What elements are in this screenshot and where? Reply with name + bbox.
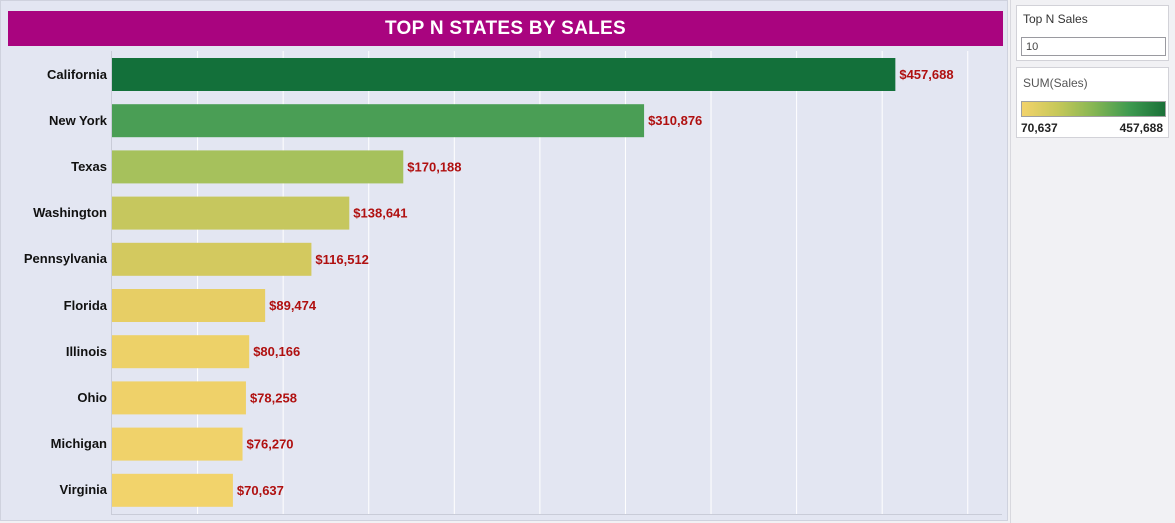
category-label: New York bbox=[48, 112, 107, 128]
plot-area: $457,688 $310,876 $170,188 $138,641 $116,512… bbox=[24, 51, 1002, 515]
value-label: $116,512 bbox=[315, 252, 369, 267]
value-label: $138,641 bbox=[353, 206, 407, 221]
legend-title: SUM(Sales) bbox=[1023, 76, 1088, 90]
legend-min-label: 70,637 bbox=[1021, 121, 1058, 135]
chart-title: TOP N STATES BY SALES bbox=[8, 11, 1003, 46]
category-label: Michigan bbox=[50, 436, 107, 452]
category-label: Florida bbox=[63, 297, 107, 313]
value-label: $76,270 bbox=[247, 437, 294, 452]
category-label: California bbox=[47, 66, 107, 82]
top-n-input[interactable] bbox=[1021, 37, 1166, 56]
bar-illinois[interactable] bbox=[112, 335, 250, 369]
bar-pennsylvania[interactable] bbox=[112, 242, 312, 276]
category-label: Illinois bbox=[65, 343, 107, 359]
legend-gradient bbox=[1021, 101, 1166, 117]
top-n-parameter-card: Top N Sales bbox=[1016, 5, 1169, 61]
bar-new-york[interactable] bbox=[112, 104, 645, 138]
dashboard: TOP N STATES BY SALES $457,688 $310,876 $1… bbox=[0, 0, 1008, 521]
value-label: $457,688 bbox=[899, 67, 953, 82]
parameter-label: Top N Sales bbox=[1023, 12, 1088, 26]
bar-california[interactable] bbox=[112, 58, 896, 91]
color-legend: SUM(Sales) 70,637 457,688 bbox=[1016, 67, 1169, 138]
legend-max-label: 457,688 bbox=[1119, 121, 1163, 135]
value-label: $310,876 bbox=[648, 113, 702, 128]
value-label: $70,637 bbox=[237, 483, 284, 498]
bar-virginia[interactable] bbox=[112, 473, 233, 507]
bar-chart: $457,688 $310,876 $170,188 $138,641 $116,512… bbox=[112, 51, 969, 514]
category-label: Virginia bbox=[59, 482, 107, 498]
value-label: $80,166 bbox=[253, 344, 300, 359]
category-label: Washington bbox=[33, 205, 107, 221]
category-label: Texas bbox=[71, 158, 107, 174]
side-panel: Top N Sales SUM(Sales) 70,637 457,688 bbox=[1010, 0, 1175, 523]
bar-ohio[interactable] bbox=[112, 381, 246, 415]
bar-michigan[interactable] bbox=[112, 427, 243, 461]
value-label: $78,258 bbox=[250, 390, 297, 405]
bar-texas[interactable] bbox=[112, 150, 404, 184]
bar-florida[interactable] bbox=[112, 289, 266, 322]
category-label: Ohio bbox=[77, 389, 107, 405]
bar-washington[interactable] bbox=[112, 196, 350, 230]
value-label: $170,188 bbox=[407, 159, 461, 174]
value-label: $89,474 bbox=[269, 298, 317, 313]
category-label: Pennsylvania bbox=[23, 251, 107, 267]
